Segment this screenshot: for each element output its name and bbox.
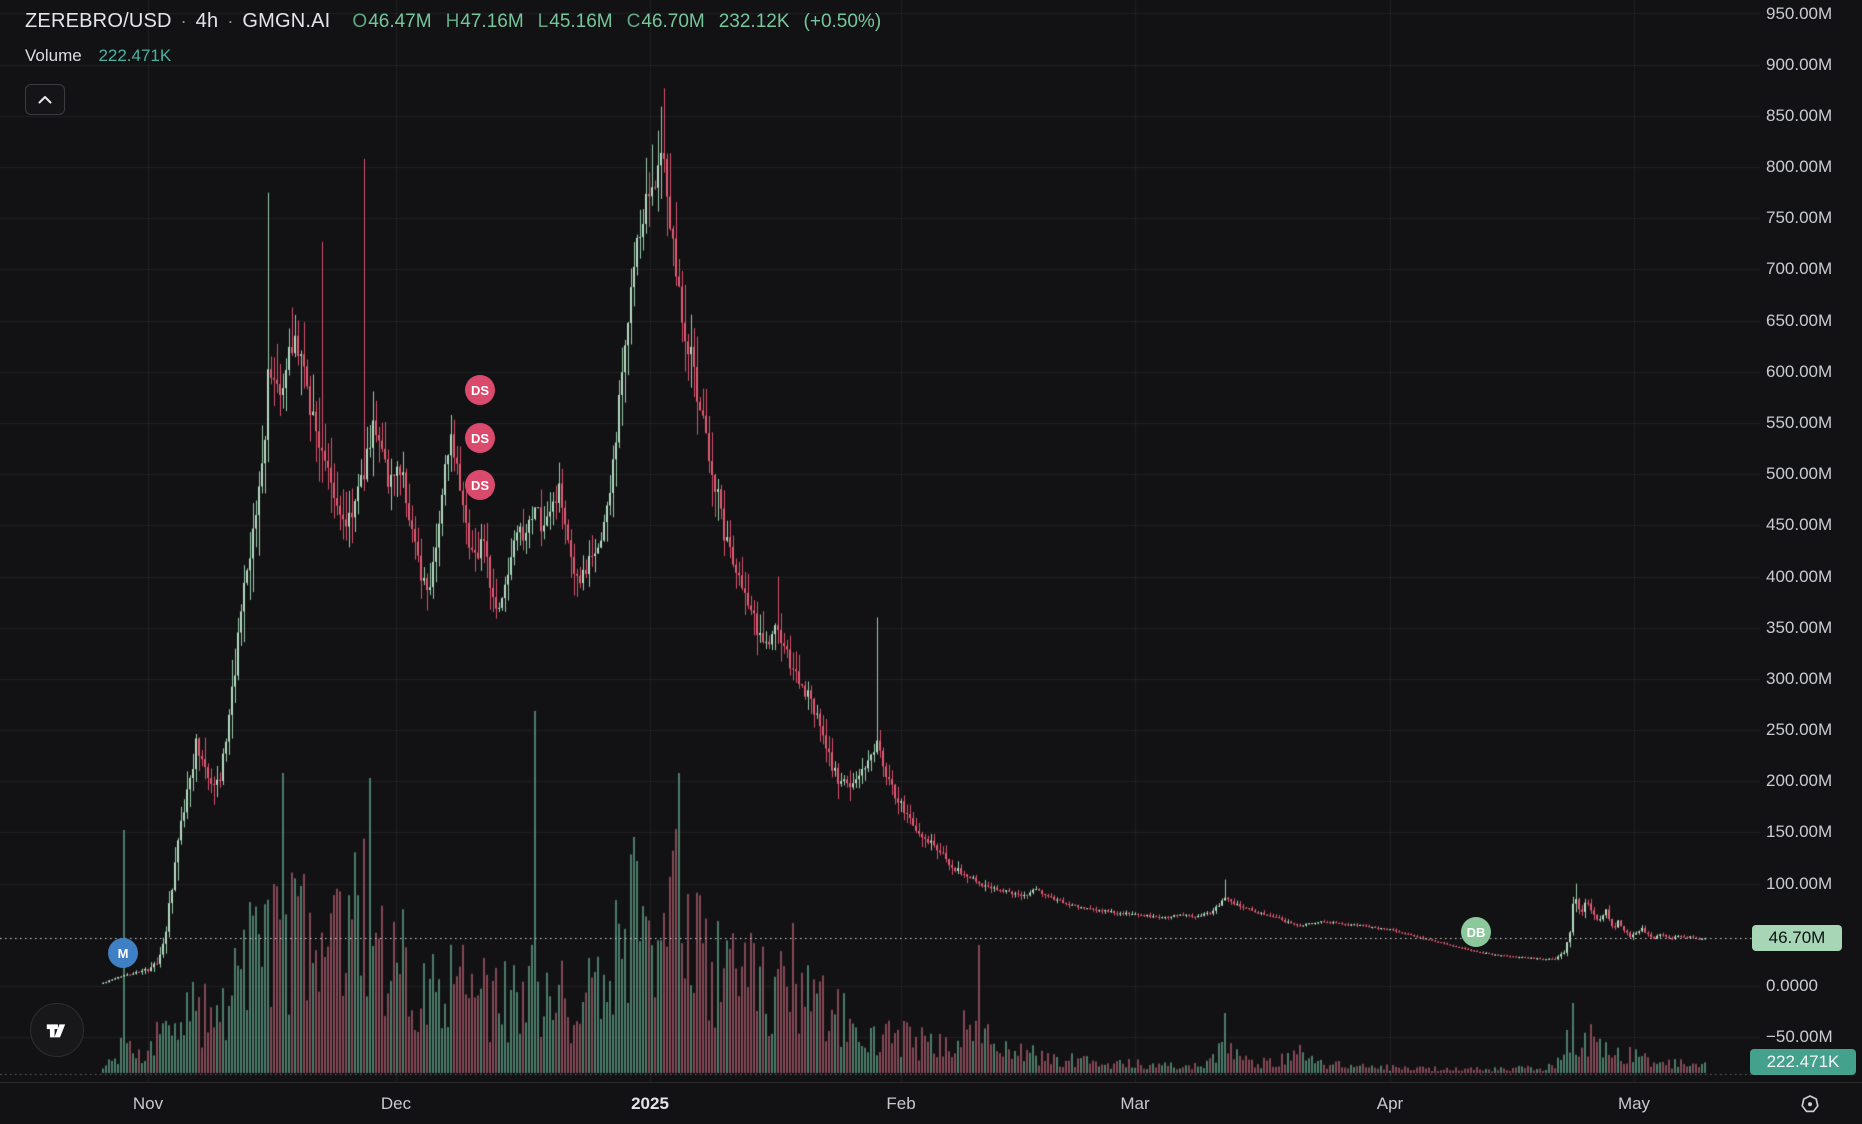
ohlc-readout: O46.47M H47.16M L45.16M C46.70M 232.12K (+0.5… <box>352 11 881 33</box>
interval-label[interactable]: 4h <box>195 10 219 32</box>
chart-header: ZEREBRO/USD · 4h · GMGN.AI O46.47M H47.16… <box>25 10 881 115</box>
price-tick-label: 650.00M <box>1766 310 1833 330</box>
price-tick-label: 250.00M <box>1766 720 1833 740</box>
trade-marker-ds[interactable]: DS <box>465 470 495 500</box>
tv-icon <box>44 1017 70 1043</box>
price-tick-label: 850.00M <box>1766 105 1833 125</box>
time-tick-label: Apr <box>1376 1094 1404 1113</box>
volume-legend[interactable]: Volume 222.471K <box>25 46 881 66</box>
bar-volume-value: 232.12K <box>718 11 790 32</box>
trade-marker-ds[interactable]: DS <box>465 423 495 453</box>
price-tick-label: 400.00M <box>1766 566 1833 586</box>
scale-settings-button[interactable] <box>1796 1090 1824 1118</box>
trade-marker-m[interactable]: M <box>108 938 138 968</box>
trade-marker-db[interactable]: DB <box>1461 917 1491 947</box>
price-tick-label: 150.00M <box>1766 822 1833 842</box>
price-tick-label: 300.00M <box>1766 668 1833 688</box>
title-separator: · <box>227 11 234 31</box>
trade-marker-ds[interactable]: DS <box>465 375 495 405</box>
last-price-badge: 46.70M <box>1752 925 1842 951</box>
time-tick-label: 2025 <box>631 1094 669 1113</box>
price-tick-label: −50.00M <box>1766 1027 1833 1047</box>
gear-icon <box>1798 1092 1822 1116</box>
price-volume-chart-canvas[interactable] <box>0 0 1760 1082</box>
chevron-up-icon <box>38 95 52 104</box>
time-tick-label: Feb <box>886 1094 916 1113</box>
price-tick-label: 500.00M <box>1766 464 1833 484</box>
tradingview-logo[interactable] <box>30 1003 84 1057</box>
ohlc-l-value: L45.16M <box>537 11 613 32</box>
time-tick-label: May <box>1617 1094 1651 1113</box>
exchange-label[interactable]: GMGN.AI <box>242 10 331 32</box>
time-tick-label: Nov <box>132 1094 164 1113</box>
ohlc-o-value: O46.47M <box>352 11 432 32</box>
price-tick-label: 700.00M <box>1766 259 1833 279</box>
title-separator: · <box>180 11 187 31</box>
time-tick-label: Mar <box>1120 1094 1150 1113</box>
price-tick-label: 450.00M <box>1766 515 1833 535</box>
price-axis[interactable]: 950.00M 900.00M 850.00M 800.00M 750.00M 700.0… <box>1760 0 1862 1082</box>
price-tick-label: 100.00M <box>1766 873 1833 893</box>
price-tick-label: 750.00M <box>1766 208 1833 228</box>
price-tick-label: 950.00M <box>1766 3 1833 23</box>
price-tick-label: 900.00M <box>1766 54 1833 74</box>
change-percent: (+0.50%) <box>803 11 882 32</box>
price-tick-label: 350.00M <box>1766 617 1833 637</box>
price-tick-label: 800.00M <box>1766 157 1833 176</box>
time-axis[interactable]: Nov Dec 2025 Feb Mar Apr May <box>0 1082 1862 1124</box>
ohlc-h-value: H47.16M <box>445 11 524 32</box>
volume-legend-value: 222.471K <box>98 46 172 65</box>
time-tick-label: Dec <box>380 1094 412 1113</box>
volume-value-badge: 222.471K <box>1750 1049 1856 1075</box>
volume-legend-label: Volume <box>25 46 82 65</box>
collapse-button[interactable] <box>25 84 65 115</box>
symbol-title-row: ZEREBRO/USD · 4h · GMGN.AI O46.47M H47.16… <box>25 10 881 33</box>
price-tick-label: 550.00M <box>1766 413 1833 432</box>
price-tick-label: 200.00M <box>1766 771 1833 791</box>
symbol-title[interactable]: ZEREBRO/USD <box>25 10 172 32</box>
price-tick-label: 0.0000 <box>1766 976 1818 995</box>
ohlc-c-value: C46.70M <box>626 11 705 32</box>
price-tick-label: 600.00M <box>1766 361 1833 381</box>
